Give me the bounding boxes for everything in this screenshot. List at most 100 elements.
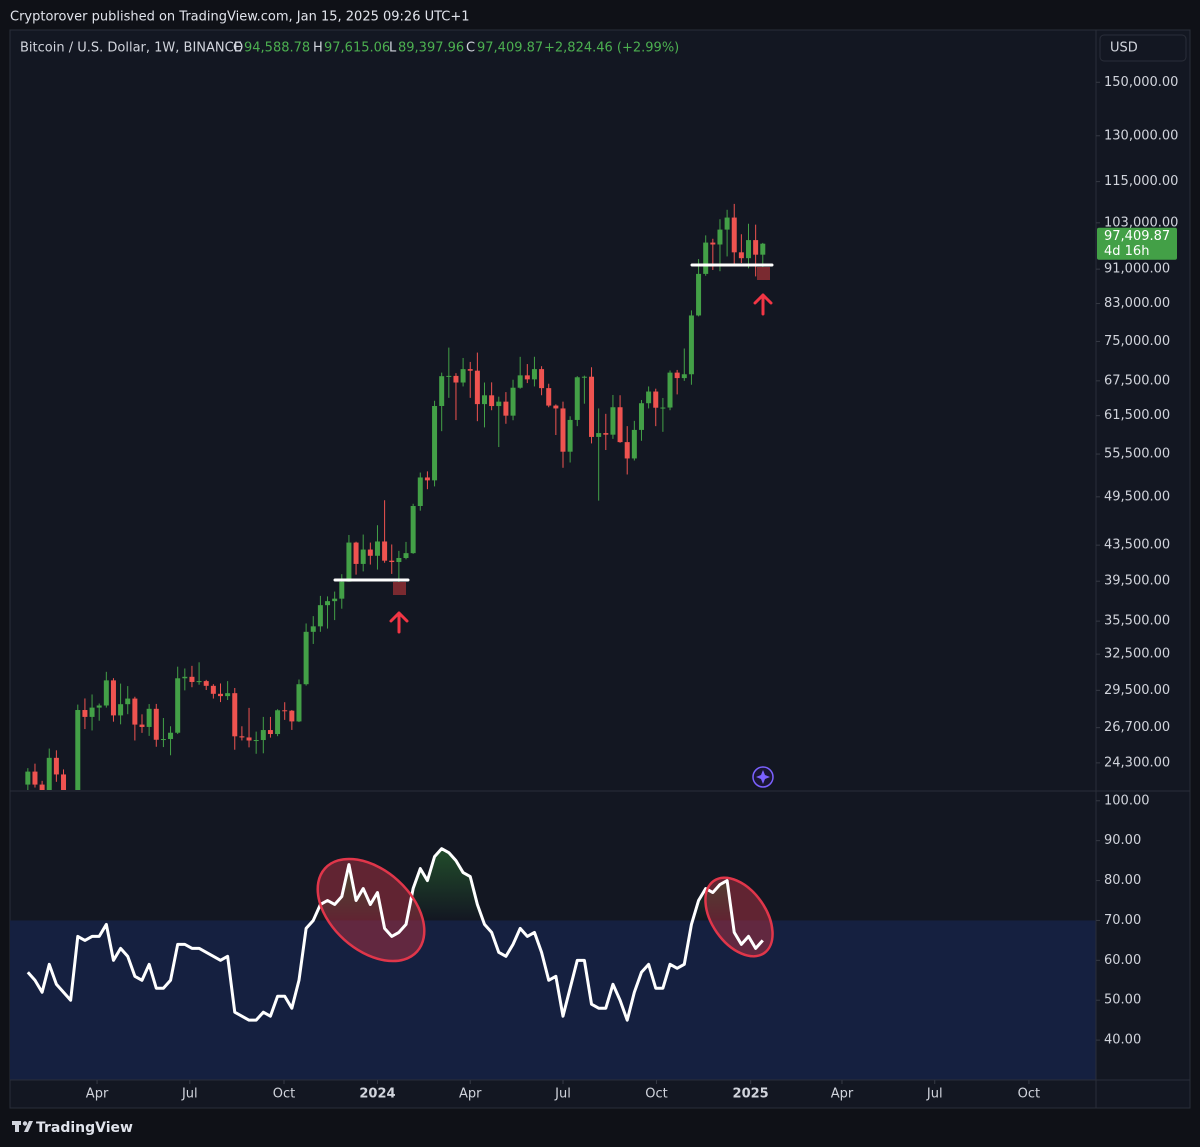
candle-body xyxy=(574,377,580,420)
candle-body xyxy=(603,433,609,435)
candle-body xyxy=(168,732,174,740)
ai-icon-star xyxy=(756,770,770,784)
candle-body xyxy=(132,698,138,725)
candle-body xyxy=(410,506,416,554)
legend-key: H xyxy=(313,41,323,56)
candle-body xyxy=(667,372,673,408)
candle-body xyxy=(474,370,480,405)
logo-part xyxy=(22,1121,28,1126)
candle-body xyxy=(581,376,587,378)
currency-button[interactable] xyxy=(1099,34,1187,62)
candle-body xyxy=(282,710,288,712)
candle-body xyxy=(182,676,188,679)
candle-body xyxy=(325,601,331,606)
rsi-tick-label: 70.00 xyxy=(1104,913,1141,928)
candle-body xyxy=(125,698,131,705)
price-tick-label: 32,500.00 xyxy=(1104,647,1170,662)
candle-body xyxy=(417,477,423,507)
legend-value: 97,615.06 xyxy=(324,41,390,56)
candle-body xyxy=(82,710,88,717)
rsi-tick-label: 60.00 xyxy=(1104,953,1141,968)
candle-body xyxy=(660,407,666,409)
candle-body xyxy=(267,730,273,735)
time-tick-label: Jul xyxy=(181,1087,198,1102)
legend-key: C xyxy=(466,41,475,56)
candle-body xyxy=(75,710,81,790)
candle-body xyxy=(310,626,316,632)
candle-body xyxy=(61,774,67,790)
rsi-band xyxy=(10,920,1096,1080)
candle-body xyxy=(275,710,281,735)
candle-body xyxy=(731,217,737,253)
arrow-up xyxy=(753,293,773,316)
candle-body xyxy=(39,784,45,790)
brand-name: TradingView xyxy=(36,1120,133,1136)
candle-body xyxy=(246,737,252,741)
candle-body xyxy=(210,685,216,694)
legend-key: O xyxy=(233,41,243,56)
candle-body xyxy=(303,631,309,685)
retest-marker xyxy=(393,582,406,595)
candle-body xyxy=(46,757,52,790)
candle-body xyxy=(217,693,223,697)
time-tick-label: 2024 xyxy=(359,1087,395,1102)
price-tick-label: 130,000.00 xyxy=(1104,128,1178,143)
price-tick-label: 61,500.00 xyxy=(1104,408,1170,423)
candle-body xyxy=(610,407,616,435)
rsi-tick-label: 50.00 xyxy=(1104,993,1141,1008)
time-tick-label: Oct xyxy=(645,1087,667,1102)
candle-body xyxy=(103,680,109,706)
candle-body xyxy=(53,757,59,775)
rsi-tick-label: 100.00 xyxy=(1104,793,1150,808)
legend: Bitcoin / U.S. Dollar, 1W, BINANCE O 94,… xyxy=(20,41,679,56)
plot-layer xyxy=(25,203,766,1022)
price-tick-label: 43,500.00 xyxy=(1104,538,1170,553)
overbought-fill xyxy=(313,848,733,921)
candle-body xyxy=(374,541,380,556)
candle-body xyxy=(360,549,366,564)
candle-body xyxy=(260,730,266,741)
candle-body xyxy=(446,375,452,377)
price-tick-label: 24,300.00 xyxy=(1104,755,1170,770)
candle-body xyxy=(160,739,166,741)
candle-body xyxy=(439,376,445,406)
candle-body xyxy=(560,408,566,452)
candle-body xyxy=(638,403,644,430)
candle-body xyxy=(225,693,231,697)
candle-body xyxy=(353,542,359,564)
time-tick-label: 2025 xyxy=(733,1087,769,1102)
candle-body xyxy=(153,708,159,740)
rsi-tick-label: 90.00 xyxy=(1104,833,1141,848)
last-price-tag xyxy=(1097,227,1177,260)
price-tick-label: 39,500.00 xyxy=(1104,574,1170,589)
candle-body xyxy=(403,553,409,558)
candle-body xyxy=(553,405,559,409)
candle-body xyxy=(367,549,373,556)
time-tick-label: Apr xyxy=(831,1087,854,1102)
currency-label: USD xyxy=(1110,41,1138,56)
candle-body xyxy=(724,217,730,230)
legend-value: 94,588.78 xyxy=(244,41,310,56)
arrow-up xyxy=(389,611,409,634)
candle-body xyxy=(110,680,116,716)
candle-body xyxy=(146,708,152,727)
price-tick-label: 103,000.00 xyxy=(1104,215,1178,230)
candle-body xyxy=(189,676,195,682)
candle-body xyxy=(139,724,145,727)
legend-key: L xyxy=(389,41,397,56)
candle-body xyxy=(396,557,402,563)
legend-value: 89,397.96 xyxy=(398,41,464,56)
price-tick-label: 49,500.00 xyxy=(1104,489,1170,504)
legend-change: +2,824.46 (+2.99%) xyxy=(544,41,679,56)
candle-body xyxy=(653,391,659,408)
candle-body xyxy=(453,375,459,383)
candle-body xyxy=(232,693,238,737)
candle-body xyxy=(674,372,680,379)
candle-body xyxy=(760,243,766,255)
candle-body xyxy=(567,419,573,452)
price-tick-label: 75,000.00 xyxy=(1104,334,1170,349)
time-tick-label: Apr xyxy=(459,1087,482,1102)
candle-body xyxy=(489,395,495,407)
price-tick-label: 150,000.00 xyxy=(1104,75,1178,90)
candle-body xyxy=(753,240,759,255)
